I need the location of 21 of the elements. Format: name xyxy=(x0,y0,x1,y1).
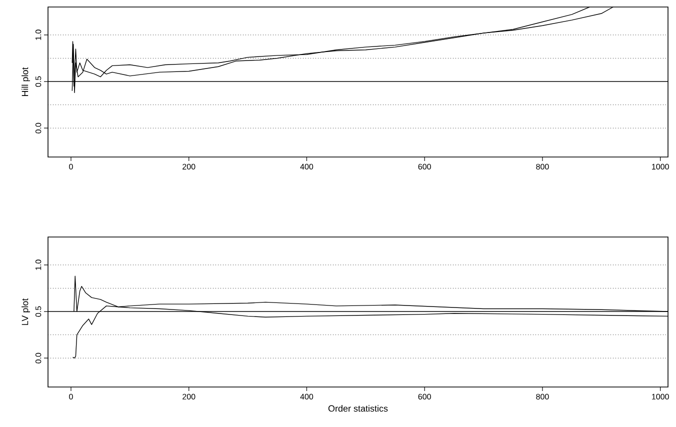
y-axis-title: LV plot xyxy=(22,298,30,325)
x-tick-label: 1000 xyxy=(652,394,669,400)
x-tick-label: 0 xyxy=(69,164,73,170)
y-tick-label: 0.0 xyxy=(35,352,42,364)
x-axis-title: Order statistics xyxy=(328,405,388,412)
x-tick-label: 400 xyxy=(300,164,314,170)
y-tick-label: 1.0 xyxy=(35,260,42,270)
x-tick-label: 1000 xyxy=(652,164,669,170)
x-tick-label: 0 xyxy=(69,394,73,400)
x-tick-label: 400 xyxy=(300,394,314,400)
y-tick-label: 0.5 xyxy=(35,306,42,317)
x-tick-label: 600 xyxy=(418,164,431,170)
x-tick-label: 200 xyxy=(182,164,196,170)
y-axis-title: Hill plot xyxy=(22,67,30,96)
x-tick-label: 800 xyxy=(536,394,549,400)
x-tick-label: 600 xyxy=(418,394,431,400)
y-tick-label: 0.0 xyxy=(35,122,42,134)
x-tick-label: 200 xyxy=(182,394,196,400)
y-tick-label: 0.5 xyxy=(35,76,42,87)
y-tick-label: 1.0 xyxy=(35,30,42,40)
x-tick-label: 800 xyxy=(536,164,549,170)
